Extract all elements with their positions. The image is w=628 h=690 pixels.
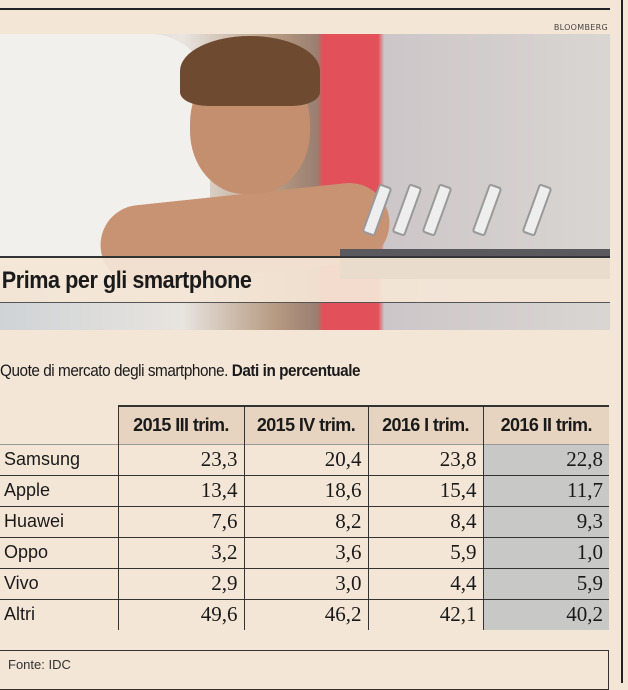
subtitle: Quote di mercato degli smartphone. Dati … [0, 361, 361, 381]
table-cell: 23,8 [367, 443, 483, 475]
row-label: Huawei [0, 505, 118, 537]
table-cell: 22,8 [482, 443, 609, 475]
subtitle-bold: Dati in percentuale [231, 361, 361, 380]
column-header: 2015 IV trim. [243, 405, 368, 444]
subtitle-text: Quote di mercato degli smartphone. [0, 361, 232, 380]
table-cell: 7,6 [117, 505, 244, 537]
row-label: Samsung [0, 443, 118, 475]
column-header: 2016 I trim. [367, 405, 483, 444]
photo-phone [471, 183, 503, 237]
page-title: Prima per gli smartphone [1, 267, 252, 294]
row-label: Vivo [0, 567, 118, 599]
table-row: Huawei 7,6 8,2 8,4 9,3 [0, 505, 609, 537]
table-cell: 4,4 [367, 567, 483, 599]
table-cell: 5,9 [482, 567, 609, 599]
table-row: Apple 13,4 18,6 15,4 11,7 [0, 474, 609, 506]
table-cell: 9,3 [482, 505, 609, 537]
right-rule [621, 0, 623, 683]
photo-phone [391, 183, 423, 237]
table-row: Oppo 3,2 3,6 5,9 1,0 [0, 536, 609, 568]
table-row: Vivo 2,9 3,0 4,4 5,9 [0, 567, 609, 599]
header-blank [0, 406, 118, 444]
table-cell: 5,9 [367, 536, 483, 568]
market-share-table: 2015 III trim. 2015 IV trim. 2016 I trim… [0, 405, 609, 630]
table-cell: 18,6 [243, 474, 368, 506]
row-label: Oppo [0, 536, 118, 568]
table-cell: 3,6 [243, 536, 368, 568]
table-cell: 13,4 [117, 474, 244, 506]
photo-credit: BLOOMBERG [553, 23, 608, 32]
row-label: Altri [0, 598, 118, 630]
source-note: Fonte: IDC [0, 650, 609, 690]
table-cell: 49,6 [117, 598, 244, 630]
table-cell: 11,7 [482, 474, 609, 506]
table-cell: 2,9 [117, 567, 244, 599]
table-cell: 8,4 [367, 505, 483, 537]
photo-phone [421, 183, 453, 237]
table-header-row: 2015 III trim. 2015 IV trim. 2016 I trim… [0, 405, 609, 444]
table-row: Altri 49,6 46,2 42,1 40,2 [0, 598, 609, 630]
table-cell: 1,0 [482, 536, 609, 568]
column-header: 2015 III trim. [117, 405, 244, 444]
table-cell: 3,0 [243, 567, 368, 599]
table-cell: 3,2 [117, 536, 244, 568]
table-cell: 20,4 [243, 443, 368, 475]
photo-hair [180, 36, 320, 106]
table-cell: 46,2 [243, 598, 368, 630]
table-row: Samsung 23,3 20,4 23,8 22,8 [0, 443, 609, 475]
column-header: 2016 II trim. [482, 405, 609, 444]
row-label: Apple [0, 474, 118, 506]
table-cell: 15,4 [367, 474, 483, 506]
table-cell: 8,2 [243, 505, 368, 537]
table-cell: 40,2 [482, 598, 609, 630]
table-cell: 23,3 [117, 443, 244, 475]
top-rule [0, 8, 610, 10]
title-band: Prima per gli smartphone [0, 256, 610, 303]
table-cell: 42,1 [367, 598, 483, 630]
photo-phone [521, 183, 553, 237]
